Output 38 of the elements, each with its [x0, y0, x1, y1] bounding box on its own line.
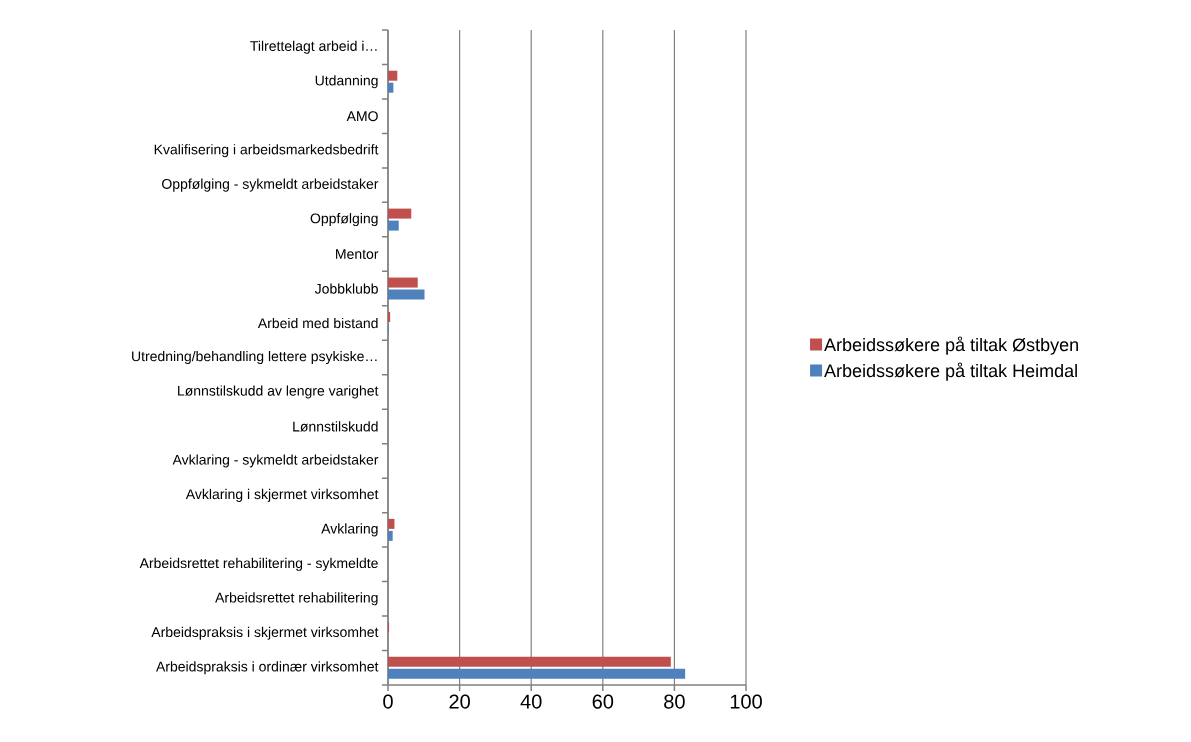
x-tick-label: 0 [383, 694, 393, 709]
x-tick-label: 20 [449, 694, 470, 709]
y-tick-label: Oppfølging [310, 213, 378, 227]
bar [388, 277, 418, 288]
legend-label: Arbeidssøkere på tiltak Heimdal [824, 362, 1077, 381]
y-tick-label: Avklaring - sykmeldt arbeidstaker [172, 454, 379, 468]
y-tick-label: Kvalifisering i arbeidsmarkedsbedrift [154, 144, 379, 158]
y-tick-label: Lønnstilskudd av lengre varighet [178, 385, 379, 399]
bar [388, 518, 395, 529]
y-tick-label: Utredning/behandling lettere psykiske… [132, 350, 377, 365]
y-tick-label: Arbeidspraksis i ordinær virksomhet [156, 661, 379, 675]
bar [388, 220, 399, 231]
bar [388, 82, 394, 93]
bar [388, 70, 398, 81]
y-tick-label: Arbeid med bistand [257, 317, 378, 329]
y-tick-label: Jobbklubb [314, 283, 378, 294]
y-tick-label: Oppfølging - sykmeldt arbeidstaker [162, 178, 379, 192]
x-tick-label: 100 [730, 694, 762, 709]
bar [388, 668, 686, 679]
legend-label: Arbeidssøkere på tiltak Østbyen [824, 336, 1078, 355]
y-tick-label: AMO [346, 111, 378, 122]
y-tick-label: Mentor [336, 249, 379, 259]
x-tick-label: 80 [664, 694, 685, 709]
bar [388, 312, 391, 323]
y-tick-label: Arbeidspraksis i skjermet virksomhet [151, 626, 379, 640]
y-tick-label: Avklaring i skjermet virksomhet [185, 488, 379, 502]
y-tick-label: Avklaring [321, 523, 378, 537]
bar [388, 289, 425, 300]
y-tick-label: Arbeidsrettet rehabilitering - sykmeldte [139, 557, 378, 571]
y-tick-label: Tilrettelagt arbeid i… [250, 40, 377, 54]
y-tick-label: Lønnstilskudd [293, 421, 378, 432]
x-tick-label: 40 [520, 694, 542, 709]
x-tick-label: 60 [592, 694, 614, 709]
bar [388, 530, 393, 541]
bar [388, 208, 412, 219]
y-tick-label: Utdanning [315, 75, 378, 89]
y-tick-label: Arbeidsrettet rehabilitering [215, 592, 378, 606]
bar [388, 656, 671, 667]
